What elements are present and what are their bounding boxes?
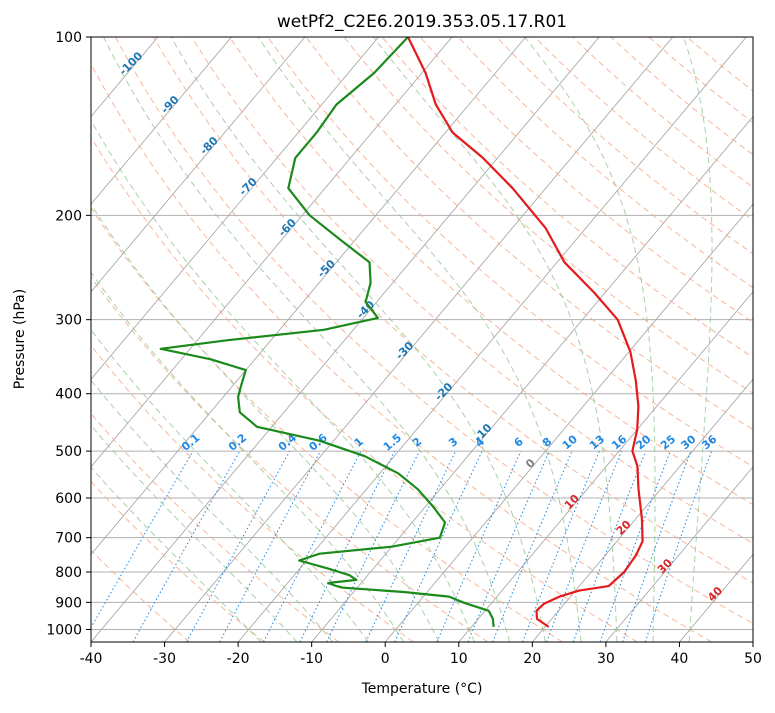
moist-adiabat-line <box>373 37 617 642</box>
moist-adiabat-line <box>684 37 712 642</box>
moist-adiabat-line <box>6 37 439 642</box>
mixing-ratio-line <box>623 451 691 642</box>
isotherm-label: 30 <box>655 556 675 576</box>
isotherm-line <box>385 37 775 642</box>
x-tick-label: -40 <box>80 651 103 667</box>
dry-adiabat-line <box>649 37 775 642</box>
dry-adiabat-line <box>230 37 775 642</box>
mixing-ratio-label: 16 <box>609 432 629 452</box>
mixing-ratio-label: 10 <box>560 432 580 452</box>
isotherm-line <box>312 37 775 642</box>
mixing-ratio-label: 1.5 <box>381 431 404 453</box>
dry-adiabat-line <box>496 37 775 642</box>
y-tick-label: 1000 <box>46 622 82 638</box>
x-tick-label: 0 <box>381 651 390 667</box>
moist-adiabat-line <box>525 37 655 642</box>
isotherm-line <box>679 37 775 642</box>
y-tick-label: 200 <box>55 208 82 224</box>
x-tick-label: 20 <box>523 651 541 667</box>
mixing-ratio-line <box>573 451 646 642</box>
y-tick-label: 900 <box>55 595 82 611</box>
chart-title: wetPf2_C2E6.2019.353.05.17.R01 <box>277 12 567 32</box>
dry-adiabat-line <box>344 37 775 642</box>
y-tick-label: 400 <box>55 387 82 403</box>
isotherm-line <box>0 37 11 642</box>
mixing-ratio-label: 0.1 <box>179 431 202 453</box>
moist-adiabat-line <box>0 37 333 642</box>
isotherm-label: -30 <box>393 339 416 362</box>
dry-adiabat-line <box>573 37 775 642</box>
isotherm-label: 20 <box>614 517 634 537</box>
mixing-ratio-label: 3 <box>446 435 460 450</box>
isotherm-label: -20 <box>432 380 455 403</box>
dry-adiabat-line <box>77 37 712 642</box>
isotherm-line <box>753 37 775 642</box>
isotherm-label: -70 <box>237 175 260 198</box>
isotherm-line <box>0 37 379 642</box>
dry-adiabat-line <box>1 37 563 642</box>
x-tick-label: 50 <box>744 651 762 667</box>
mixing-ratio-line <box>523 451 600 642</box>
mixing-ratio-label: 25 <box>658 433 678 453</box>
isotherm-label: 10 <box>562 492 582 512</box>
isotherm-line <box>0 37 305 642</box>
isotherm-line <box>0 37 231 642</box>
mixing-ratio-line <box>83 451 193 642</box>
y-tick-label: 500 <box>55 444 82 460</box>
y-tick-label: 700 <box>55 531 82 547</box>
mixing-ratio-line <box>437 451 521 642</box>
mixing-ratio-line <box>493 451 572 642</box>
y-tick-label: 100 <box>55 30 82 46</box>
x-tick-label: -20 <box>227 651 250 667</box>
isotherm-label: 40 <box>705 584 725 604</box>
mixing-ratio-line <box>133 451 240 642</box>
dry-adiabat-line <box>192 37 775 642</box>
mixing-ratio-label: 6 <box>512 435 526 450</box>
isotherm-label: -60 <box>276 216 299 239</box>
x-tick-label: -10 <box>300 651 323 667</box>
isotherm-label: 0 <box>523 456 538 471</box>
moist-adiabat-line <box>0 37 368 642</box>
y-tick-label: 600 <box>55 491 82 507</box>
x-axis-label: Temperature (°C) <box>361 681 483 697</box>
dry-adiabat-line <box>687 37 775 642</box>
isotherm-label: -50 <box>315 257 338 280</box>
moist-adiabat-line <box>50 37 475 642</box>
y-tick-label: 800 <box>55 565 82 581</box>
isotherm-line <box>238 37 746 642</box>
dry-adiabat-line <box>420 37 775 642</box>
dry-adiabat-line <box>611 37 775 642</box>
mixing-ratio-label: 30 <box>679 432 699 452</box>
moist-adiabat-line <box>258 37 581 642</box>
x-tick-label: 40 <box>671 651 689 667</box>
sounding-profile-line <box>161 37 494 627</box>
y-tick-label: 300 <box>55 313 82 329</box>
mixing-ratio-line <box>187 451 290 642</box>
isotherm-label: -100 <box>117 49 146 78</box>
mixing-ratio-label: 2 <box>410 435 424 450</box>
moist-adiabat-line <box>0 37 297 642</box>
plot-frame <box>91 37 753 642</box>
isotherm-label: -90 <box>158 93 181 116</box>
mixing-ratio-line <box>366 451 456 642</box>
moist-adiabat-line <box>0 37 261 642</box>
mixing-ratio-label: 0.2 <box>226 431 249 453</box>
isotherm-line <box>606 37 775 642</box>
x-tick-label: -30 <box>153 651 176 667</box>
x-tick-label: 10 <box>450 651 468 667</box>
dry-adiabat-line <box>458 37 775 642</box>
x-tick-label: 30 <box>597 651 615 667</box>
mixing-ratio-line <box>264 451 362 642</box>
y-axis-label: Pressure (hPa) <box>12 289 28 389</box>
mixing-ratio-line <box>220 451 321 642</box>
mixing-ratio-line <box>600 451 670 642</box>
isotherm-label: -80 <box>198 134 221 157</box>
